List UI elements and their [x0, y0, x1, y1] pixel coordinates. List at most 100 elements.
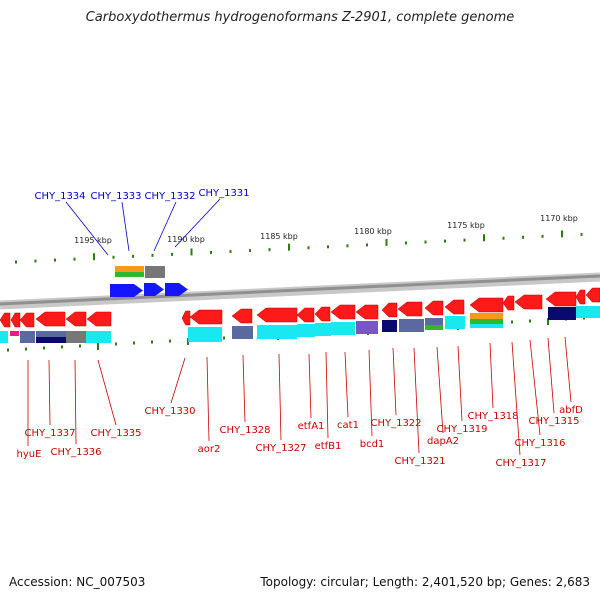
leader-line: [65, 201, 109, 256]
gene-label-bottom: abfD: [559, 405, 583, 416]
scale-tick-major: [385, 238, 388, 246]
backbone-line: [0, 274, 600, 306]
gene-arrow-reverse: [330, 304, 356, 320]
gene-arrow-reverse: [189, 309, 223, 325]
scale-tick-minor: [249, 249, 251, 253]
gene-labels: CHY_1334 CHY_1333 CHY_1332 CHY_1331 CHY_1337…: [17, 188, 584, 469]
gene-label-bottom: bcd1: [360, 439, 385, 450]
page-title: Carboxydothermus hydrogenoformans Z-2901…: [85, 10, 515, 25]
gene-arrow-reverse: [575, 289, 586, 305]
leader-line: [278, 353, 282, 441]
leader-line: [368, 349, 373, 437]
scale-label: 1185 kbp: [260, 232, 298, 241]
label-leader-lines: [27, 198, 572, 456]
gene-arrow-forward: [110, 284, 143, 297]
gene-arrow-reverse: [314, 306, 331, 322]
gene-label-top: CHY_1332: [144, 191, 195, 202]
gene-label-bottom: dapA2: [427, 436, 459, 447]
scale-tick-minor: [133, 341, 135, 345]
accession-text: Accession: NC_007503: [9, 575, 146, 589]
leader-line: [74, 359, 77, 445]
annotation-box: [66, 331, 86, 343]
leader-line: [242, 354, 246, 423]
gene-label-top: CHY_1331: [198, 188, 249, 199]
gene-arrow-reverse: [502, 295, 515, 311]
annotation-box: [576, 306, 600, 318]
scale-tick-major: [561, 230, 563, 238]
gene-arrow-reverse: [0, 312, 11, 328]
annotation-box: [10, 331, 19, 336]
annotation-box: [257, 325, 297, 339]
scale-tick-minor: [346, 244, 349, 248]
gene-label-bottom: CHY_1318: [467, 411, 518, 422]
scale-tick-minor: [210, 251, 212, 254]
gene-label-bottom: CHY_1330: [144, 406, 195, 417]
annotation-box: [445, 316, 465, 329]
gene-label-bottom: CHY_1335: [90, 428, 141, 439]
scale-tick-minor: [580, 232, 583, 236]
annotation-box: [188, 327, 222, 342]
gene-label-top: CHY_1334: [34, 191, 85, 202]
leader-line: [170, 357, 186, 404]
annotation-box: [232, 326, 253, 339]
gene-label-bottom: etfB1: [315, 441, 342, 452]
annotation-box: [115, 272, 144, 277]
scale-tick-minor: [115, 342, 117, 346]
scale-tick-minor: [132, 254, 134, 258]
scale-tick-minor: [541, 234, 544, 238]
annotation-box: [382, 320, 397, 332]
gene-arrow-reverse: [256, 307, 298, 323]
annotation-box: [20, 331, 35, 343]
gene-arrow-reverse: [231, 308, 253, 324]
leader-line: [344, 351, 349, 418]
gene-label-bottom: CHY_1322: [370, 418, 421, 429]
leader-line: [308, 353, 312, 419]
leader-line: [564, 336, 572, 403]
gene-label-bottom: cat1: [337, 420, 359, 431]
scale-tick-minor: [54, 258, 56, 262]
scale-tick-minor: [405, 241, 407, 245]
annotation-box: [548, 307, 576, 320]
gene-label-top: CHY_1333: [90, 191, 141, 202]
scale-tick-minor: [43, 346, 45, 350]
scale-label: 1180 kbp: [354, 227, 392, 236]
annotation-box: [115, 266, 144, 272]
annotation-box: [36, 331, 66, 337]
gene-arrow-reverse: [545, 291, 577, 307]
gene-arrow-reverse: [381, 302, 398, 318]
gene-arrow-reverse: [86, 311, 112, 327]
gene-arrow-reverse: [469, 297, 504, 313]
gene-label-bottom: etfA1: [298, 421, 325, 432]
scale-tick-minor: [15, 260, 17, 264]
scale-tick-minor: [169, 339, 171, 343]
scale-label: 1170 kbp: [540, 214, 578, 223]
scale-tick-minor: [529, 319, 531, 323]
scale-tick-minor: [73, 257, 76, 261]
annotation-box: [36, 337, 66, 343]
leader-line: [489, 342, 494, 409]
scale-tick-major: [97, 343, 99, 350]
annotation-box: [331, 322, 355, 335]
scale-label: 1175 kbp: [447, 221, 485, 230]
scale-tick-minor: [463, 238, 466, 242]
gene-label-bottom: CHY_1336: [50, 447, 101, 458]
gene-label-bottom: hyuE: [17, 449, 42, 460]
scale-tick-minor: [268, 248, 271, 252]
gene-label-bottom: aor2: [198, 444, 221, 455]
scale-tick-minor: [522, 235, 524, 239]
genome-backbone: [0, 272, 600, 310]
scale-tick-minor: [229, 250, 232, 254]
gene-arrow-reverse: [65, 311, 87, 327]
scale-tick-minor: [307, 246, 310, 250]
gene-label-bottom: CHY_1321: [394, 456, 445, 467]
gene-arrow-reverse: [355, 304, 379, 320]
feature-tracks: [0, 266, 600, 343]
scale-tick-minor: [151, 340, 153, 344]
leader-line: [97, 359, 117, 426]
genome-stats-text: Topology: circular; Length: 2,401,520 bp…: [260, 575, 590, 589]
leader-line: [529, 339, 541, 436]
annotation-box: [399, 319, 424, 332]
annotation-box: [315, 323, 331, 336]
gene-label-bottom: CHY_1315: [528, 416, 579, 427]
scale-tick-minor: [502, 236, 505, 240]
